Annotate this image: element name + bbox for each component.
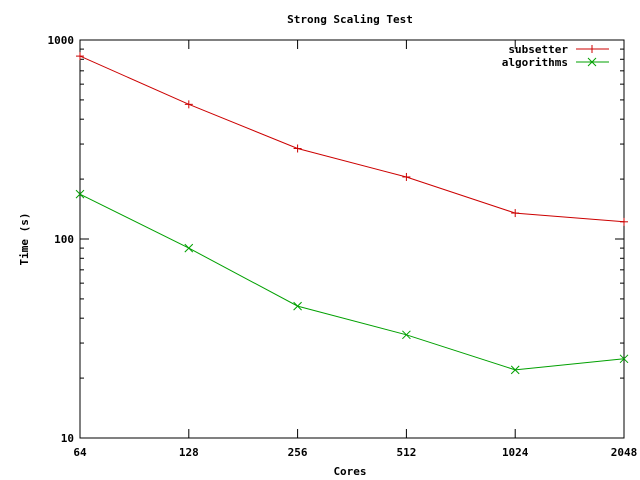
legend-label: subsetter — [508, 43, 568, 56]
legend-label: algorithms — [502, 56, 568, 69]
x-tick-label: 512 — [396, 446, 416, 459]
point-marker — [619, 354, 629, 364]
series-line — [79, 55, 625, 223]
y-tick-label: 10 — [61, 432, 74, 445]
y-tick-label: 100 — [54, 233, 74, 246]
series-subsetter — [76, 52, 628, 226]
series-line — [79, 193, 625, 371]
x-axis-label: Cores — [333, 465, 366, 478]
x-tick-label: 64 — [73, 446, 87, 459]
series-algorithms — [75, 189, 629, 375]
point-marker — [293, 301, 302, 311]
point-marker — [75, 189, 85, 199]
y-axis-label: Time (s) — [18, 213, 31, 266]
point-marker — [402, 330, 411, 340]
x-tick-label: 1024 — [502, 446, 529, 459]
x-tick-label: 2048 — [611, 446, 638, 459]
y-tick-label: 1000 — [48, 34, 75, 47]
axis-ticks: 10 100 1000 64 128 256 512 1024 2048 — [48, 34, 638, 459]
x-tick-label: 256 — [288, 446, 308, 459]
plot-frame — [79, 39, 625, 439]
point-marker — [184, 243, 194, 253]
chart-title: Strong Scaling Test — [287, 13, 413, 26]
point-marker — [587, 57, 597, 67]
point-marker — [510, 365, 520, 375]
series-group — [75, 52, 629, 375]
x-tick-label: 128 — [179, 446, 199, 459]
